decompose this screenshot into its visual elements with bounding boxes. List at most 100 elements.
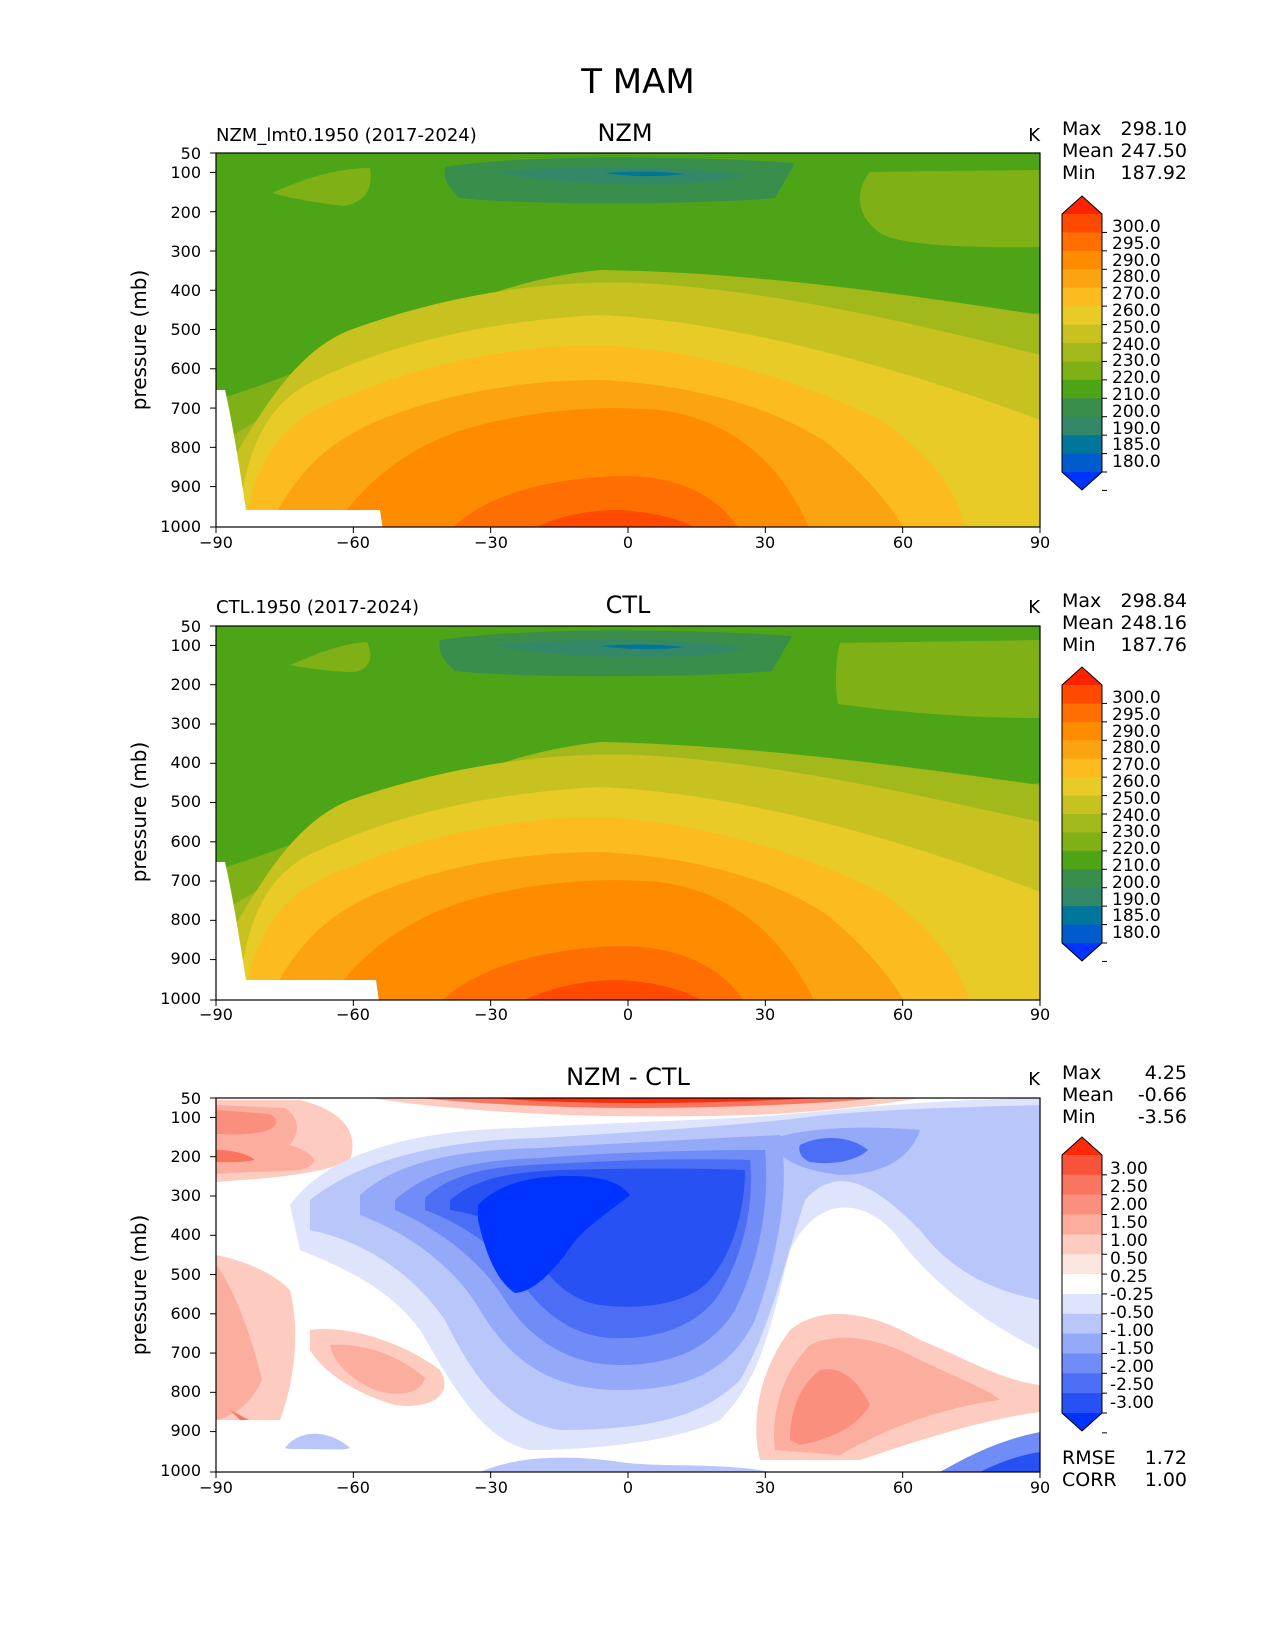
nzm-panel-title: NZM (597, 119, 652, 147)
colorbar-segment (1062, 324, 1102, 344)
diff-band-se-1.5 (790, 1369, 870, 1445)
diff-colorbar-label: -0.25 (1110, 1285, 1154, 1305)
colorbar-segment (1062, 832, 1102, 852)
diff-colorbar-label: -1.00 (1110, 1321, 1154, 1341)
colorbar-segment (1062, 379, 1102, 399)
nzm-x-tick-label: −30 (474, 533, 508, 552)
nzm-colorbar-label: 260.0 (1112, 301, 1161, 321)
diff-colorbar-label: 2.00 (1110, 1195, 1148, 1215)
diff-y-tick-label: 300 (170, 1186, 201, 1205)
ctl-x-tick-label: −30 (474, 1005, 508, 1024)
nzm-band-200 (500, 167, 745, 185)
nzm-y-tick-label: 300 (170, 242, 201, 261)
colorbar-segment (1062, 214, 1102, 233)
nzm-y-ticks: 50 100 200 300 400 500 600 700 800 900 1… (160, 144, 201, 536)
diff-colorbar (1061, 1136, 1107, 1434)
ctl-x-tick-label: 30 (755, 1005, 775, 1024)
diff-x-tick-label: 60 (893, 1478, 913, 1497)
colorbar-segment (1062, 398, 1102, 418)
ctl-band-295 (442, 946, 744, 1000)
ctl-colorbar-label: 240.0 (1112, 806, 1161, 826)
ctl-colorbar-label: 290.0 (1112, 722, 1161, 742)
diff-error-stats: RMSE 1.72 CORR 1.00 (1062, 1447, 1187, 1491)
nzm-x-ticks: −90 −60 −30 0 30 60 90 (199, 533, 1050, 552)
nzm-colorbar-label: 295.0 (1112, 234, 1161, 254)
colorbar-segment (1062, 924, 1102, 944)
diff-x-tick-label: −30 (474, 1478, 508, 1497)
nzm-colorbar-label: 210.0 (1112, 385, 1161, 405)
diff-band-neg-3.0 (478, 1176, 630, 1293)
diff-x-tick-label: −90 (199, 1478, 233, 1497)
diff-stats: Max 4.25 Mean -0.66 Min -3.56 (1062, 1062, 1187, 1128)
diff-rmse-label: RMSE (1062, 1447, 1116, 1469)
nzm-x-tick-label: 0 (623, 533, 633, 552)
ctl-x-tick-label: −90 (199, 1005, 233, 1024)
diff-x-tick-label: 0 (623, 1478, 633, 1497)
ctl-y-tick-label: 1000 (160, 989, 201, 1008)
ctl-x-tick-label: 90 (1030, 1005, 1050, 1024)
nzm-mean-label: Mean (1062, 140, 1114, 162)
diff-min-value: -3.56 (1138, 1106, 1187, 1128)
nzm-mean-value: 247.50 (1121, 140, 1187, 162)
colorbar-segment (1062, 1174, 1102, 1196)
diff-band-sw-2.0 (230, 1410, 250, 1420)
diff-y-tick-label: 600 (170, 1304, 201, 1323)
ctl-x-tick-label: 0 (623, 1005, 633, 1024)
ctl-colorbar-label: 190.0 (1112, 890, 1161, 910)
diff-colorbar-label: -2.00 (1110, 1357, 1154, 1377)
colorbar-segment (1062, 1254, 1102, 1275)
colorbar-segment (1062, 435, 1102, 455)
diff-band-bottom-left-neg (285, 1433, 350, 1451)
nzm-y-tick-label: 50 (181, 144, 201, 163)
diff-colorbar-label: 3.00 (1110, 1159, 1148, 1179)
ctl-y-tick-label: 700 (170, 871, 201, 890)
colorbar-segment (1062, 1293, 1102, 1315)
diff-rmse-value: 1.72 (1145, 1447, 1187, 1469)
colorbar-segment (1062, 906, 1102, 926)
figure-title: T MAM (580, 62, 695, 102)
diff-max-label: Max (1062, 1062, 1101, 1084)
ctl-y-ticks: 50 100 200 300 400 500 600 700 800 900 1… (160, 617, 201, 1008)
diff-y-tick-label: 900 (170, 1421, 201, 1440)
diff-colorbar-label: 0.50 (1110, 1249, 1148, 1269)
nzm-colorbar-label: 200.0 (1112, 402, 1161, 422)
diff-band-sw-1.0 (216, 1265, 262, 1420)
ctl-y-tick-label: 500 (170, 792, 201, 811)
ctl-missing-region (216, 862, 379, 1000)
diff-max-value: 4.25 (1145, 1062, 1187, 1084)
colorbar-segment (1062, 814, 1102, 833)
nzm-colorbar-label: 290.0 (1112, 251, 1161, 271)
nzm-band-295 (453, 476, 738, 527)
nzm-colorbar-label: 240.0 (1112, 335, 1161, 355)
colorbar-segment (1062, 416, 1102, 436)
panel-0-tick-marks (210, 152, 1041, 533)
colorbar-segment (1062, 269, 1102, 289)
nzm-left-title: NZM_lmt0.1950 (2017-2024) (216, 125, 477, 146)
diff-colorbar-label: -3.00 (1110, 1393, 1154, 1413)
diff-colorbar-labels: 3.00 2.50 2.00 1.50 1.00 0.50 0.25 -0.25… (1110, 1159, 1154, 1413)
colorbar-segment (1062, 1194, 1102, 1216)
nzm-band-190 (605, 171, 685, 177)
diff-band-bottom-neg (480, 1457, 770, 1472)
ctl-y-axis-label: pressure (mb) (127, 742, 151, 883)
ctl-y-tick-label: 200 (170, 675, 201, 694)
ctl-colorbar-labels: 300.0 295.0 290.0 280.0 270.0 260.0 250.… (1112, 688, 1161, 943)
nzm-y-tick-label: 700 (170, 399, 201, 418)
diff-x-tick-label: −60 (336, 1478, 370, 1497)
nzm-max-label: Max (1062, 118, 1101, 140)
ctl-max-label: Max (1062, 590, 1101, 612)
nzm-y-tick-label: 600 (170, 359, 201, 378)
colorbar-segment (1062, 1214, 1102, 1235)
colorbar-segment (1062, 1274, 1102, 1295)
nzm-units: K (1028, 125, 1041, 146)
nzm-y-tick-label: 100 (170, 163, 201, 182)
colorbar-segment (1062, 232, 1102, 252)
ctl-band-230-ne (835, 640, 1040, 718)
nzm-max-value: 298.10 (1121, 118, 1187, 140)
nzm-colorbar-labels: 300.0 295.0 290.0 280.0 270.0 260.0 250.… (1112, 217, 1161, 472)
ctl-y-tick-label: 800 (170, 910, 201, 929)
ctl-panel-title: CTL (606, 591, 651, 619)
panel-diff: −90 −60 −30 0 30 60 90 50 100 200 300 40… (127, 1062, 1187, 1497)
ctl-colorbar-label: 230.0 (1112, 822, 1161, 842)
nzm-x-tick-label: −60 (336, 533, 370, 552)
